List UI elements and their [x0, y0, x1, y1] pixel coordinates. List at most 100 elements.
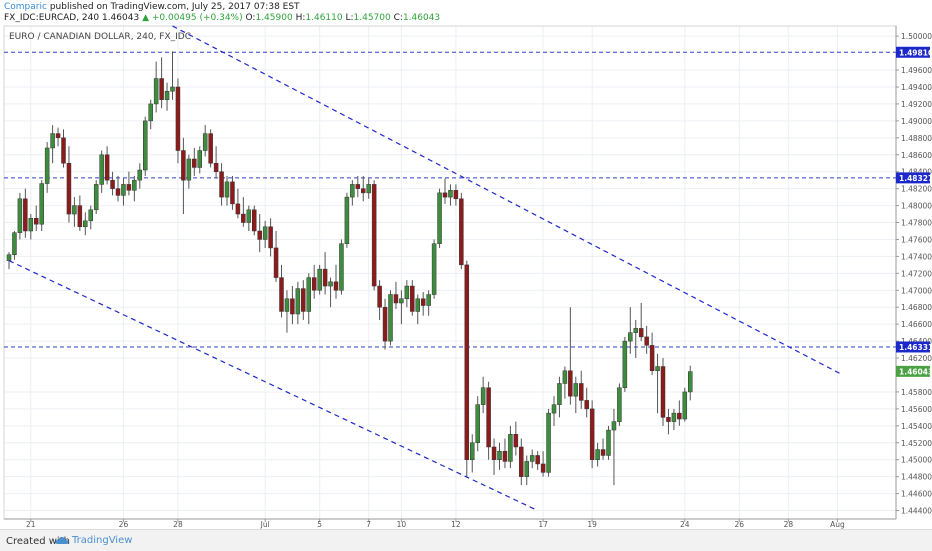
trendline: [172, 25, 844, 376]
tradingview-logo[interactable]: TradingView: [72, 535, 133, 546]
candle-up: [350, 184, 355, 198]
candle-down: [666, 417, 671, 422]
price-tick-label: 1.45600: [901, 405, 932, 414]
time-tick-label: 24: [680, 520, 690, 529]
candle-up: [529, 455, 535, 462]
candle-down: [540, 463, 546, 473]
candle-down: [382, 306, 388, 342]
candle-down: [55, 133, 61, 139]
tradingview-cloud-icon: [55, 537, 69, 544]
candle-up: [284, 298, 290, 312]
candle-down: [290, 298, 295, 315]
candle-up: [17, 198, 23, 233]
candle-down: [159, 78, 164, 100]
time-tick-label: 12: [451, 520, 461, 529]
price-tick-label: 1.45400: [901, 422, 932, 431]
candle-up: [148, 103, 153, 122]
candle-up: [137, 169, 143, 181]
candle-up: [295, 288, 301, 315]
candle-down: [584, 400, 589, 410]
candle-down: [513, 434, 519, 448]
candle-up: [671, 412, 677, 422]
candle-down: [110, 179, 115, 189]
candle-up: [121, 184, 126, 196]
candle-down: [279, 277, 284, 312]
price-tick-label: 1.47400: [901, 252, 932, 261]
candle-up: [246, 209, 252, 223]
price-tick-label: 1.47800: [901, 219, 932, 228]
candlestick-chart[interactable]: EURO / CANADIAN DOLLAR, 240, FX_IDC 1.50…: [0, 0, 932, 529]
time-tick-label: 7: [366, 520, 371, 529]
last-price: 1.46043: [101, 13, 140, 23]
price-label-text: 1.46043: [899, 367, 932, 376]
candle-down: [393, 294, 399, 304]
publish-info: published on TradingView.com, July 25, 2…: [49, 2, 300, 12]
candle-up: [366, 184, 371, 194]
candle-up: [186, 158, 192, 181]
candle-up: [6, 254, 12, 261]
time-tick-label: 21: [26, 520, 36, 529]
plot-border: [3, 25, 897, 520]
candle-down: [644, 336, 649, 346]
candle-down: [268, 226, 273, 249]
candle-down: [535, 455, 540, 465]
chart-title: EURO / CANADIAN DOLLAR, 240, FX_IDC: [9, 32, 191, 42]
price-tick-label: 1.44400: [901, 507, 932, 516]
candle-down: [208, 133, 213, 164]
candle-down: [252, 209, 257, 232]
open-value: 1.45900: [255, 13, 293, 23]
candle-up: [470, 442, 475, 460]
candle-down: [23, 198, 28, 232]
candle-down: [377, 285, 382, 308]
price-tick-label: 1.49600: [901, 66, 932, 75]
symbol-label: FX_IDC:EURCAD, 240: [4, 13, 100, 23]
candle-down: [677, 412, 682, 420]
chart-grid: [4, 26, 896, 519]
candle-up: [153, 78, 159, 105]
candle-up: [317, 268, 322, 291]
candle-up: [44, 147, 50, 184]
candle-down: [34, 218, 39, 225]
candle-down: [486, 387, 491, 448]
candle-down: [589, 408, 595, 460]
candle-down: [322, 268, 328, 287]
candles: [6, 51, 693, 486]
time-tick-label: 26: [735, 520, 745, 529]
candle-up: [399, 298, 404, 304]
price-tick-label: 1.47000: [901, 286, 932, 295]
candle-down: [61, 137, 66, 164]
candle-up: [633, 328, 638, 333]
candle-up: [202, 133, 208, 151]
author-link[interactable]: Comparic: [4, 2, 47, 12]
candle-up: [164, 90, 170, 100]
price-label-box: [896, 46, 930, 58]
candle-up: [688, 371, 693, 393]
candle-up: [437, 192, 442, 244]
horizontal-levels: [4, 51, 896, 348]
price-tick-label: 1.44800: [901, 473, 932, 482]
candle-down: [519, 446, 524, 477]
candle-up: [551, 404, 557, 414]
candle-down: [355, 184, 361, 189]
candle-up: [628, 332, 633, 342]
time-tick-label: Aug: [830, 520, 845, 529]
price-tick-label: 1.50000: [901, 32, 932, 41]
price-tick-label: 1.48000: [901, 202, 932, 211]
candle-down: [301, 288, 306, 312]
price-tick-label: 1.45000: [901, 456, 932, 465]
candle-up: [132, 179, 137, 191]
candle-up: [99, 154, 104, 185]
candle-down: [638, 328, 644, 338]
candle-up: [448, 190, 453, 198]
candle-down: [192, 158, 197, 168]
candle-up: [143, 120, 148, 171]
candle-down: [230, 181, 235, 205]
time-tick-label: 5: [317, 520, 322, 529]
candle-up: [475, 404, 480, 444]
candle-up: [306, 277, 311, 312]
price-tick-label: 1.47200: [901, 269, 932, 278]
candle-down: [361, 188, 366, 194]
time-tick-label: 17: [538, 520, 548, 529]
trendline: [8, 260, 538, 512]
price-labels: 1.49810 1.48327 1.46331 1.46043: [896, 46, 932, 377]
